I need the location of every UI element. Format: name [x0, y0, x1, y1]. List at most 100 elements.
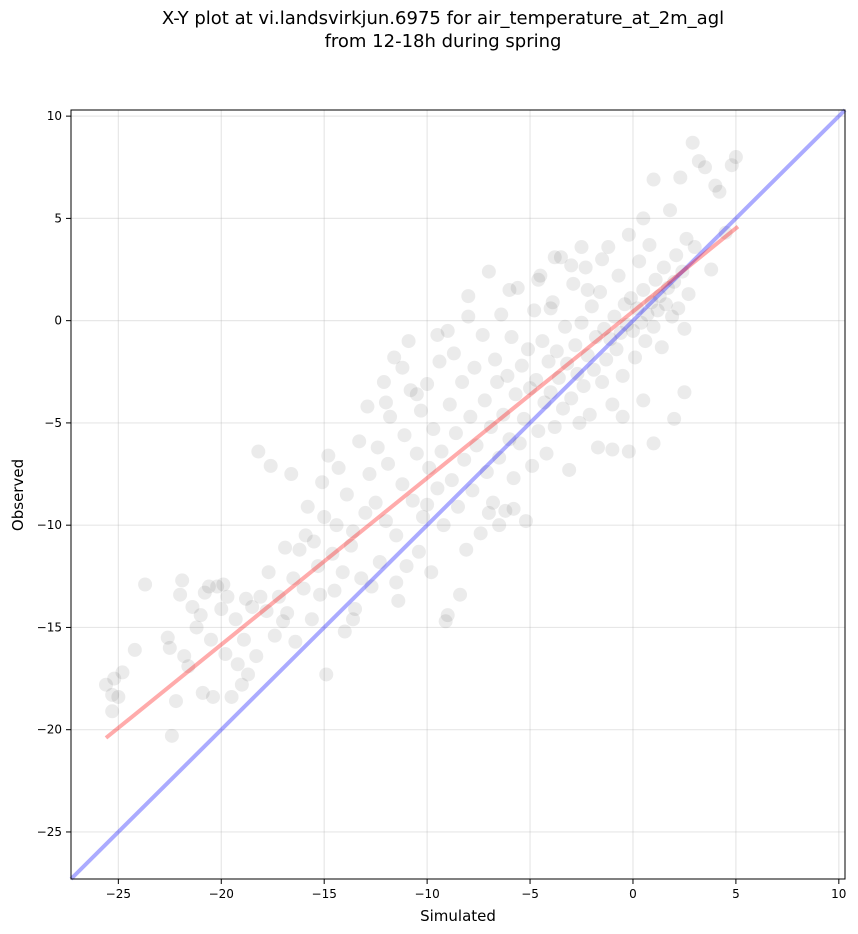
data-point-188 — [609, 342, 624, 357]
regression-fit-line — [104, 225, 740, 740]
data-point-79 — [368, 495, 383, 510]
data-point-106 — [436, 518, 451, 533]
data-point-209 — [652, 289, 667, 304]
data-point-18 — [193, 608, 208, 623]
axis-ticks: −25 −20 −15 −10 −5 0 5 10 −25 −20 −15 −10 −5 0 5 10 — [37, 109, 847, 901]
data-point-33 — [236, 632, 251, 647]
data-point-32 — [234, 677, 249, 692]
data-point-247 — [378, 395, 393, 410]
data-point-210 — [654, 340, 669, 355]
data-point-48 — [284, 467, 299, 482]
data-point-152 — [535, 334, 550, 349]
grid-lines — [71, 110, 845, 879]
data-point-236 — [677, 385, 692, 400]
data-point-142 — [514, 358, 529, 373]
data-point-134 — [498, 503, 513, 518]
data-point-24 — [210, 579, 225, 594]
data-point-206 — [646, 319, 661, 334]
data-point-185 — [603, 332, 618, 347]
data-point-36 — [245, 599, 260, 614]
data-point-147 — [525, 458, 540, 473]
data-point-232 — [724, 158, 739, 173]
data-point-226 — [691, 154, 706, 169]
data-point-254 — [453, 587, 468, 602]
data-point-127 — [483, 420, 498, 435]
data-point-3 — [111, 689, 126, 704]
data-point-90 — [397, 428, 412, 443]
data-point-218 — [671, 301, 686, 316]
data-point-165 — [562, 462, 577, 477]
data-point-6 — [127, 642, 142, 657]
data-point-262 — [574, 240, 589, 255]
data-point-241 — [531, 272, 546, 287]
x-axis-label: Simulated — [420, 907, 496, 925]
data-point-161 — [553, 250, 568, 265]
data-point-220 — [675, 264, 690, 279]
data-point-85 — [383, 409, 398, 424]
data-point-119 — [465, 483, 480, 498]
data-point-168 — [568, 338, 583, 353]
data-point-120 — [467, 360, 482, 375]
data-point-169 — [570, 366, 585, 381]
data-point-112 — [448, 426, 463, 441]
data-point-62 — [321, 448, 336, 463]
y-tick-label-2: −15 — [37, 620, 62, 634]
data-point-124 — [477, 393, 492, 408]
data-point-250 — [481, 505, 496, 520]
data-point-50 — [288, 634, 303, 649]
data-point-154 — [539, 446, 554, 461]
data-point-204 — [642, 237, 657, 252]
data-point-64 — [327, 583, 342, 598]
data-point-145 — [520, 342, 535, 357]
data-point-95 — [409, 446, 424, 461]
data-point-221 — [677, 321, 692, 336]
data-point-86 — [387, 350, 402, 365]
data-point-130 — [490, 375, 505, 390]
data-point-121 — [469, 438, 484, 453]
data-point-67 — [335, 565, 350, 580]
data-point-65 — [329, 518, 344, 533]
data-point-187 — [607, 309, 622, 324]
data-point-195 — [623, 291, 638, 306]
data-point-166 — [564, 391, 579, 406]
data-point-1 — [105, 687, 120, 702]
data-point-215 — [665, 309, 680, 324]
data-point-66 — [331, 460, 346, 475]
data-point-173 — [578, 260, 593, 275]
data-point-19 — [195, 685, 210, 700]
data-point-199 — [632, 254, 647, 269]
data-point-45 — [276, 614, 291, 629]
x-tick-label-5: 0 — [629, 887, 637, 901]
data-point-171 — [574, 315, 589, 330]
data-point-132 — [494, 307, 509, 322]
x-tick-label-1: −20 — [209, 887, 234, 901]
data-point-181 — [595, 375, 610, 390]
data-point-231 — [718, 225, 733, 240]
identity-line — [69, 108, 847, 881]
data-point-77 — [362, 467, 377, 482]
data-point-223 — [681, 287, 696, 302]
data-point-248 — [492, 518, 507, 533]
data-point-149 — [529, 372, 544, 387]
data-point-21 — [201, 579, 216, 594]
data-point-40 — [259, 604, 274, 619]
data-point-11 — [168, 694, 183, 709]
data-point-89 — [395, 477, 410, 492]
reference-lines — [69, 108, 847, 881]
data-point-46 — [278, 540, 293, 555]
data-point-68 — [337, 624, 352, 639]
data-point-87 — [389, 528, 404, 543]
data-point-222 — [679, 231, 694, 246]
data-point-9 — [164, 728, 179, 743]
data-point-189 — [611, 268, 626, 283]
data-point-167 — [566, 276, 581, 291]
data-point-143 — [516, 411, 531, 426]
data-point-51 — [292, 542, 307, 557]
data-point-202 — [638, 334, 653, 349]
data-point-249 — [506, 501, 521, 516]
data-point-31 — [230, 657, 245, 672]
data-point-26 — [216, 577, 231, 592]
data-point-74 — [354, 571, 369, 586]
data-point-201 — [636, 282, 651, 297]
data-point-234 — [615, 409, 630, 424]
